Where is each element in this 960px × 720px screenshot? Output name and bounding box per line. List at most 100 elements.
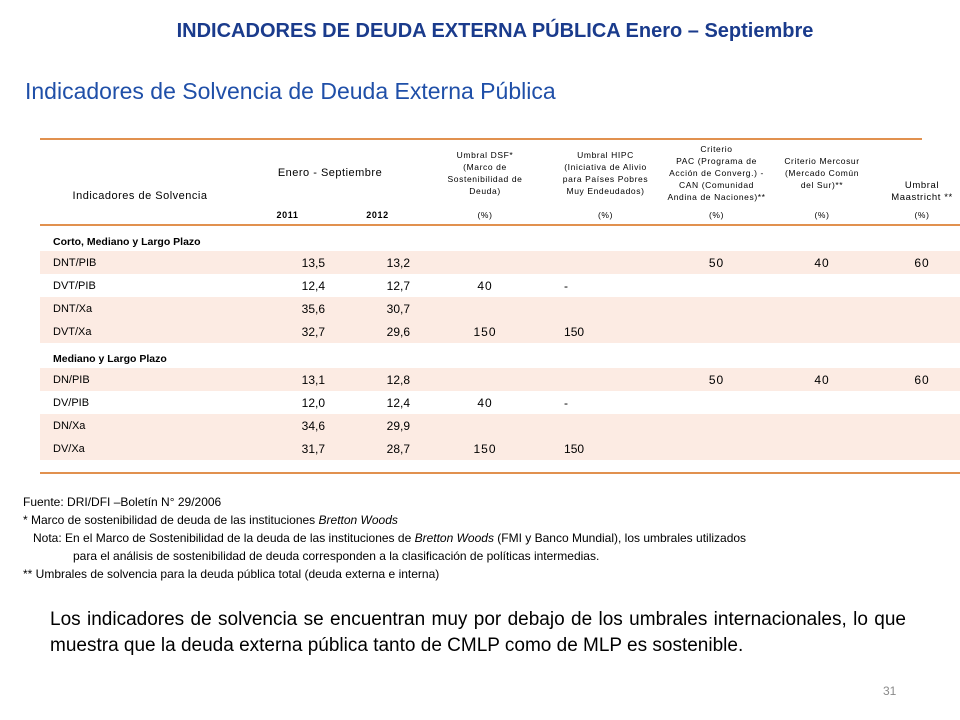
value-pac: 50 [661,251,773,274]
footnote-italic: Bretton Woods [318,513,398,527]
value-mercosur [772,391,873,414]
unit-dsf: (%) [477,210,493,220]
value-2011: 31,7 [240,437,335,460]
value-dsf [420,414,551,437]
value-maastricht [872,297,960,320]
value-maastricht [872,274,960,297]
header-hipc-line: Umbral HIPC [577,150,634,160]
value-maastricht: 60 [872,251,960,274]
value-hipc: 150 [550,320,662,343]
row-label: DNT/PIB [40,251,240,274]
header-dsf-line: Umbral DSF* [456,150,514,160]
header-pac-line: Andina de Naciones)** [667,192,766,202]
header-pac-line: Acción de Converg.) - [669,168,764,178]
value-2011: 32,7 [240,320,335,343]
value-mercosur [772,414,873,437]
value-pac [661,391,773,414]
header-dsf-line: Sostenibilidad de [447,174,523,184]
header-dsf-line: Deuda) [469,186,501,196]
section-row: Corto, Mediano y Largo Plazo [40,226,960,251]
row-label: DNT/Xa [40,297,240,320]
value-2012: 28,7 [335,437,421,460]
nota-italic: Bretton Woods [414,531,494,545]
bottom-rule [40,472,960,474]
header-pac-line: Criterio [700,144,733,154]
nota-continuation: para el análisis de sostenibilidad de de… [73,549,600,563]
value-dsf: 150 [420,320,551,343]
value-hipc: - [550,274,662,297]
header-mercosur-line: del Sur)** [800,180,844,190]
row-label: DV/Xa [40,437,240,460]
section-row: Mediano y Largo Plazo [40,343,960,368]
row-label: DV/PIB [40,391,240,414]
value-pac: 50 [661,368,773,391]
value-2012: 12,7 [335,274,421,297]
value-mercosur [772,274,873,297]
header-hipc-line: para Países Pobres [562,174,649,184]
table-row: DVT/PIB 12,4 12,7 40 - [40,274,960,297]
unit-pac: (%) [709,210,725,220]
footnote-text: * Marco de sostenibilidad de deuda de la… [23,513,319,527]
table-row: DV/Xa 31,7 28,7 150 150 [40,437,960,460]
header-mercosur-line: Criterio Mercosur [784,156,860,166]
conclusion-text: Los indicadores de solvencia se encuentr… [50,609,906,656]
value-dsf: 150 [420,437,551,460]
header-pac-line: CAN (Comunidad [679,180,755,190]
value-pac [661,320,773,343]
value-2011: 34,6 [240,414,335,437]
section-title: Mediano y Largo Plazo [53,353,167,365]
value-dsf [420,368,551,391]
header-dsf-line: (Marco de [463,162,507,172]
footnotes: Fuente: DRI/DFI –Boletín N° 29/2006 * Ma… [23,493,923,583]
unit-maastricht: (%) [914,210,930,220]
header-title: INDICADORES DE DEUDA EXTERNA PÚBLICA Ene… [176,20,814,42]
value-mercosur [772,320,873,343]
value-hipc [550,251,662,274]
value-dsf: 40 [420,391,551,414]
value-2012: 29,9 [335,414,421,437]
value-hipc [550,414,662,437]
header-hipc: Umbral HIPC (Iniciativa de Alivio para P… [550,140,661,206]
table-row: DNT/PIB 13,5 13,2 50 40 60 [40,251,960,274]
value-2012: 13,2 [335,251,421,274]
value-2012: 12,4 [335,391,421,414]
page-subtitle: Indicadores de Solvencia de Deuda Extern… [25,78,556,104]
header-pac: Criterio PAC (Programa de Acción de Conv… [661,140,772,206]
value-mercosur [772,437,873,460]
value-dsf [420,297,551,320]
value-dsf [420,251,551,274]
value-hipc: - [550,391,662,414]
value-2011: 12,0 [240,391,335,414]
solvency-table: Indicadores de Solvencia Enero - Septiem… [40,138,960,474]
row-label: DVT/Xa [40,320,240,343]
header-maastricht-line: Maastricht ** [891,192,953,203]
source-note: Fuente: DRI/DFI –Boletín N° 29/2006 [23,495,222,509]
value-mercosur [772,297,873,320]
value-maastricht: 60 [872,368,960,391]
header-year-2011: 2011 [276,210,299,220]
value-2012: 29,6 [335,320,421,343]
row-label: DVT/PIB [40,274,240,297]
table-row: DV/PIB 12,0 12,4 40 - [40,391,960,414]
value-2011: 35,6 [240,297,335,320]
unit-hipc: (%) [598,210,614,220]
row-label: DN/PIB [40,368,240,391]
nota-text: (FMI y Banco Mundial), los umbrales util… [493,531,747,545]
header-maastricht-line: Umbral [904,180,940,191]
value-2012: 12,8 [335,368,421,391]
value-2011: 13,1 [240,368,335,391]
nota-text: Nota: En el Marco de Sostenibilidad de l… [33,531,415,545]
header-period: Enero - Septiembre [277,167,383,179]
value-hipc [550,368,662,391]
footnote-dsf: * Marco de sostenibilidad de deuda de la… [23,511,923,529]
header-indicators: Indicadores de Solvencia [72,190,208,202]
value-pac [661,437,773,460]
value-maastricht [872,437,960,460]
header-mercosur: Criterio Mercosur (Mercado Común del Sur… [772,140,872,206]
table-spacer [40,460,960,472]
value-2012: 30,7 [335,297,421,320]
header-hipc-line: Muy Endeudados) [566,186,645,196]
header-year-2012: 2012 [366,210,389,220]
footnote-thresholds: ** Umbrales de solvencia para la deuda p… [23,567,440,581]
header-mercosur-line: (Mercado Común [784,168,860,178]
